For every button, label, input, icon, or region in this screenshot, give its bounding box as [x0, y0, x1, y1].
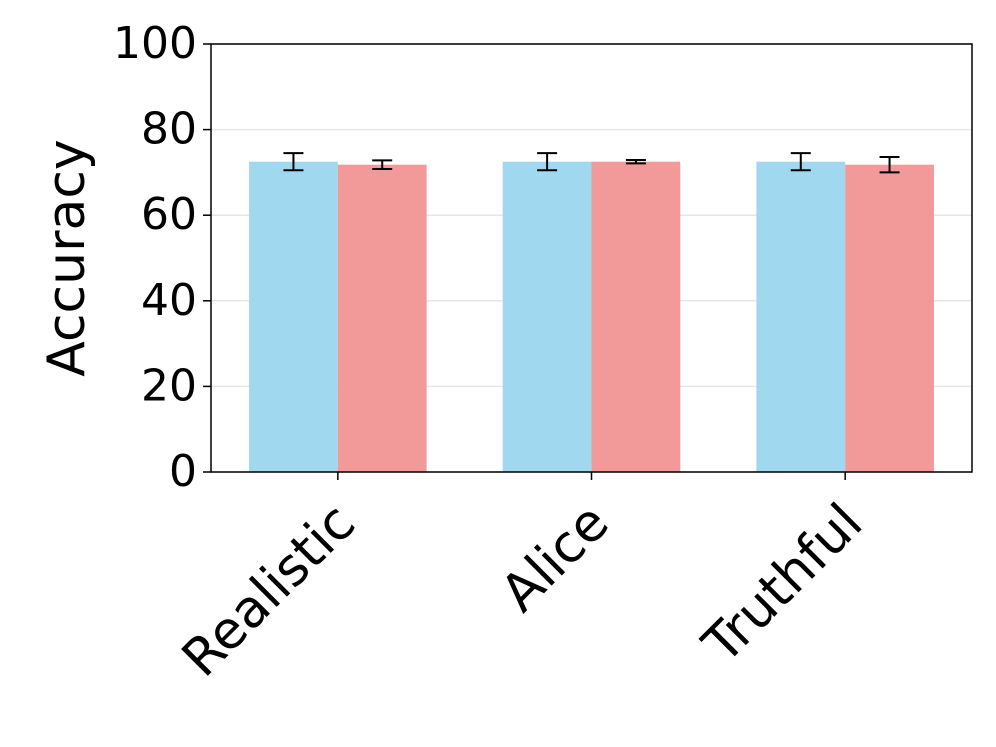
- error-bar: [283, 152, 304, 172]
- error-bar: [879, 155, 900, 174]
- bar: [591, 161, 681, 472]
- error-bar: [537, 152, 558, 172]
- error-bar: [790, 152, 811, 172]
- bar: [756, 161, 846, 472]
- bar: [502, 161, 592, 472]
- bar: [337, 164, 427, 473]
- y-axis-label: Accuracy: [37, 139, 97, 376]
- x-tick-label: Realistic: [171, 493, 367, 689]
- y-tick-label: 20: [141, 360, 197, 411]
- y-tick-label: 40: [141, 275, 197, 326]
- y-tick-label: 60: [141, 189, 197, 240]
- y-tick-label: 100: [113, 18, 197, 69]
- x-tick-label: Truthful: [691, 493, 874, 676]
- bar: [845, 164, 934, 473]
- plot-frame: [210, 43, 973, 473]
- error-bar: [372, 159, 393, 170]
- bar: [249, 161, 338, 472]
- y-tick-label: 0: [169, 446, 197, 497]
- y-tick-label: 80: [141, 104, 197, 155]
- x-tick-label: Alice: [490, 493, 621, 624]
- error-bar: [625, 158, 646, 165]
